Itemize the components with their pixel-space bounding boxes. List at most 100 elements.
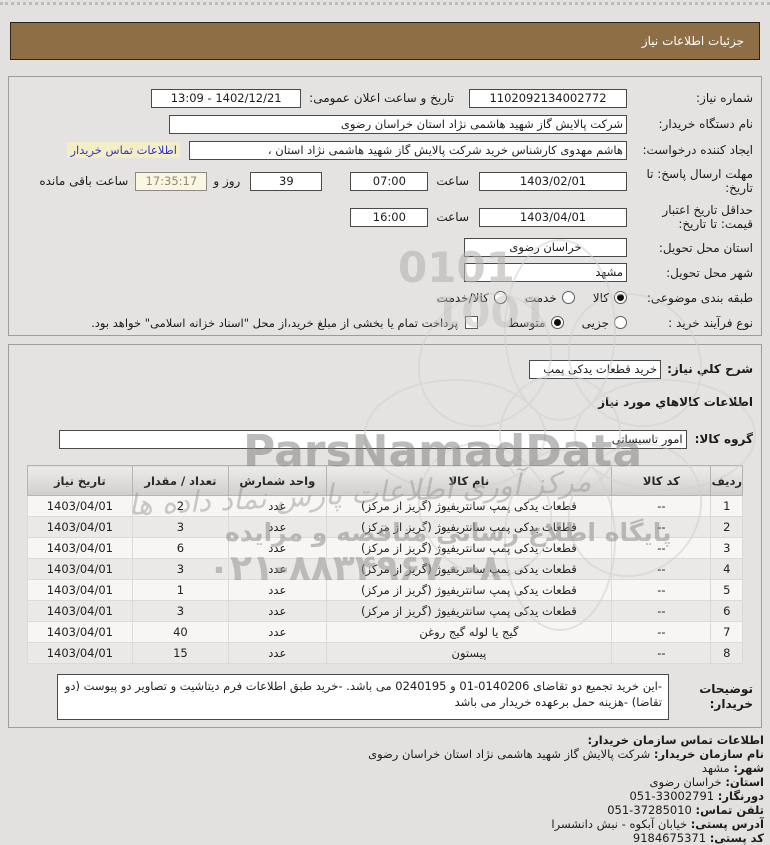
contact-value: شرکت پالایش گاز شهید هاشمی نژاد استان خر… <box>368 747 651 761</box>
cell-item-code: -- <box>611 600 712 622</box>
need-number-label: شماره نیاز: <box>696 91 753 105</box>
goods-group-input[interactable]: امور تاسیساتی <box>58 429 687 449</box>
contact-row: آدرس پستی: خیابان آبکوه - نبش دانشسرا <box>6 817 764 831</box>
contact-value: خراسان رضوی <box>649 775 722 789</box>
contact-value: مشهد <box>701 761 730 775</box>
category-option-goods[interactable]: کالا <box>593 291 627 305</box>
cell-row-number: 6 <box>710 600 743 622</box>
contact-label: آدرس پستی: <box>690 817 764 831</box>
contact-label: دورنگار: <box>717 789 764 803</box>
radio-goods-icon[interactable] <box>614 291 627 304</box>
items-heading: اطلاعات کالاهاي مورد نیاز <box>598 395 753 409</box>
cell-row-number: 8 <box>710 642 743 664</box>
buyer-contact-link[interactable]: اطلاعات تماس خریدار <box>67 142 180 158</box>
contact-row: دورنگار: 33002791-051 <box>6 789 764 803</box>
treasury-checkbox-label: پرداخت تمام یا بخشی از مبلغ خرید،از محل … <box>91 315 458 330</box>
radio-service-icon[interactable] <box>561 291 575 304</box>
contact-label: استان: <box>725 775 764 789</box>
cell-item-name: قطعات یدکی پمپ سانتریفیوژ (گریز از مرکز) <box>325 600 613 622</box>
cell-row-number: 4 <box>710 558 743 580</box>
col-header-row-number: ردیف <box>710 465 743 496</box>
top-dotted-divider <box>0 2 770 5</box>
cell-unit: عدد <box>228 537 327 559</box>
remaining-label: ساعت باقی مانده <box>39 174 129 188</box>
cell-row-number: 3 <box>710 537 743 559</box>
items-table: ردیف کد کالا نام کالا واحد شمارش تعداد /… <box>27 465 743 664</box>
col-header-need-date: تاریخ نیاز <box>27 465 133 496</box>
cell-unit: عدد <box>228 495 327 517</box>
radio-medium-icon[interactable] <box>550 316 564 329</box>
buyer-notes-box[interactable]: -این خرید تجمیع دو تقاضای 0140206-01 و 0… <box>57 674 669 720</box>
need-number-row: شماره نیاز: 1102092134002772 تاریخ و ساع… <box>17 85 753 111</box>
category-option-service[interactable]: خدمت <box>525 291 575 305</box>
deadline-date-input[interactable]: 1403/02/01 <box>479 171 627 191</box>
city-input[interactable]: مشهد <box>464 263 627 282</box>
cell-item-name: گیج یا لوله گیج روغن <box>325 621 613 643</box>
col-header-item-name: نام کالا <box>325 465 613 496</box>
table-row: 8 -- پیستون عدد 15 1403/04/01 <box>27 642 743 664</box>
contact-value: 37285010-051 <box>607 803 692 817</box>
table-row: 2 -- قطعات یدکی پمپ سانتریفیوژ (گریز از مر… <box>27 516 743 538</box>
buyer-org-input[interactable]: شرکت پالایش گاز شهید هاشمی نژاد استان خر… <box>169 114 627 134</box>
table-row: 1 -- قطعات یدکی پمپ سانتریفیوژ (گریز از مر… <box>27 495 743 517</box>
buyer-org-label: نام دستگاه خریدار: <box>658 117 754 131</box>
contact-label: نام سازمان خریدار: <box>653 747 764 761</box>
province-input[interactable]: خراسان رضوی <box>464 238 627 257</box>
cell-unit: عدد <box>228 558 327 580</box>
deadline-time-input[interactable]: 07:00 <box>350 171 429 191</box>
cell-item-code: -- <box>611 537 712 559</box>
category-row: طبقه بندی موضوعی: کالا خدمت کالا/خدمت <box>17 285 753 310</box>
cell-item-name: قطعات یدکی پمپ سانتریفیوژ (گریز از مرکز) <box>325 537 613 559</box>
cell-item-name: قطعات یدکی پمپ سانتریفیوژ (گریز از مرکز) <box>325 495 613 517</box>
process-option-minor[interactable]: جزیی <box>582 316 627 330</box>
radio-goods-service-icon[interactable] <box>493 291 507 304</box>
cell-row-number: 5 <box>710 579 743 601</box>
deadline-hour-label: ساعت <box>436 174 469 188</box>
deadline-label: مهلت ارسال پاسخ: تا تاریخ: <box>646 167 753 195</box>
price-validity-label: حداقل تاریخ اعتبار قیمت: تا تاریخ: <box>662 203 753 231</box>
cell-item-name: قطعات یدکی پمپ سانتریفیوژ (گریز از مرکز) <box>325 558 613 580</box>
contact-row: نام سازمان خریدار: شرکت پالایش گاز شهید … <box>6 747 764 761</box>
need-summary-input[interactable]: خرید قطعات یدکی پمپ <box>529 359 662 379</box>
buyer-contact-section: اطلاعات تماس سازمان خریدار: نام سازمان خ… <box>6 733 764 845</box>
cell-item-code: -- <box>611 558 712 580</box>
cell-item-code: -- <box>611 621 712 643</box>
category-option-service-label: خدمت <box>524 290 557 305</box>
cell-need-date: 1403/04/01 <box>27 558 133 580</box>
announce-datetime-input[interactable]: 13:09 - 1402/12/21 <box>151 88 302 108</box>
cell-item-name: پیستون <box>325 642 613 664</box>
cell-need-date: 1403/04/01 <box>27 600 133 622</box>
process-option-minor-label: جزیی <box>581 315 609 330</box>
cell-need-date: 1403/04/01 <box>27 642 133 664</box>
cell-unit: عدد <box>228 579 327 601</box>
radio-minor-icon[interactable] <box>614 316 627 329</box>
cell-item-code: -- <box>611 495 712 517</box>
cell-item-name: قطعات یدکی پمپ سانتریفیوژ (گریز از مرکز) <box>325 516 613 538</box>
col-header-unit: واحد شمارش <box>228 465 327 496</box>
cell-unit: عدد <box>228 600 327 622</box>
cell-unit: عدد <box>228 621 327 643</box>
price-validity-date-input[interactable]: 1403/04/01 <box>479 207 627 227</box>
need-items-panel: شرح کلي نیاز: خرید قطعات یدکی پمپ اطلاعا… <box>8 344 762 728</box>
col-header-item-code: کد کالا <box>611 465 712 496</box>
cell-item-code: -- <box>611 642 712 664</box>
cell-row-number: 1 <box>710 495 743 517</box>
cell-quantity: 3 <box>131 516 230 538</box>
treasury-checkbox[interactable] <box>464 316 478 329</box>
contact-label: تلفن تماس: <box>695 803 764 817</box>
need-number-input[interactable]: 1102092134002772 <box>469 88 627 108</box>
table-row: 4 -- قطعات یدکی پمپ سانتریفیوژ (گریز از مر… <box>27 558 743 580</box>
requester-input[interactable]: هاشم مهدوی کارشناس خرید شرکت پالایش گاز … <box>189 140 627 160</box>
process-type-row: نوع فرآیند خرید : جزیی متوسط پرداخت تمام… <box>17 310 753 335</box>
need-summary-label: شرح کلي نیاز: <box>667 362 753 376</box>
time-remaining-box: 17:35:17 <box>135 171 208 191</box>
category-option-goods-service[interactable]: کالا/خدمت <box>437 291 507 305</box>
process-option-medium[interactable]: متوسط <box>508 316 564 330</box>
contact-value: 9184675371 <box>632 831 707 845</box>
contact-value: خیابان آبکوه - نبش دانشسرا <box>551 817 688 831</box>
contact-value: 33002791-051 <box>629 789 715 803</box>
city-row: شهر محل تحویل: مشهد <box>17 260 753 285</box>
page-title-bar: جزئیات اطلاعات نیاز <box>10 22 760 60</box>
announce-datetime-label: تاریخ و ساعت اعلان عمومی: <box>309 91 454 105</box>
price-validity-time-input[interactable]: 16:00 <box>350 207 429 227</box>
